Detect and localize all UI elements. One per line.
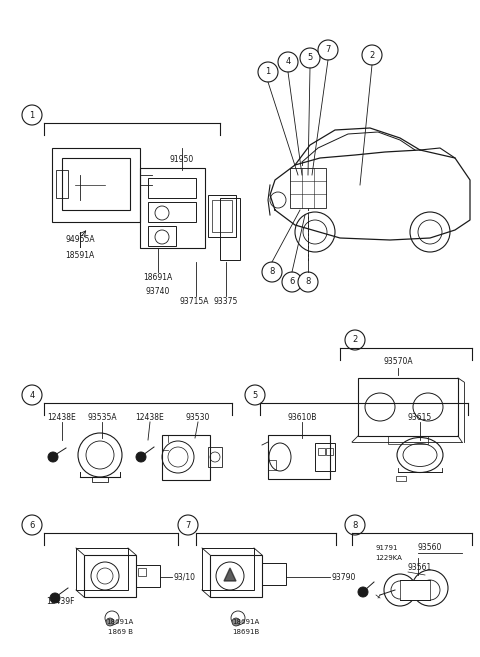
Text: 8: 8 — [352, 520, 358, 530]
Circle shape — [178, 515, 198, 535]
Text: 91791: 91791 — [375, 545, 397, 551]
Bar — [208, 195, 236, 237]
Circle shape — [262, 262, 282, 282]
Circle shape — [22, 385, 42, 405]
Text: 12438E: 12438E — [136, 413, 164, 422]
Bar — [268, 435, 330, 479]
Text: 18691A: 18691A — [144, 273, 173, 283]
Bar — [208, 447, 222, 467]
Bar — [138, 568, 146, 576]
Bar — [212, 200, 232, 232]
Circle shape — [22, 515, 42, 535]
Bar — [84, 555, 136, 597]
Bar — [268, 460, 276, 470]
Text: 8: 8 — [305, 277, 311, 286]
Text: 93561: 93561 — [408, 564, 432, 572]
Text: 4: 4 — [29, 390, 35, 399]
Circle shape — [22, 105, 42, 125]
Bar — [290, 168, 326, 208]
Text: 18691A: 18691A — [232, 619, 260, 625]
Text: 4: 4 — [286, 58, 290, 66]
Bar — [92, 477, 108, 482]
Text: 93/10: 93/10 — [174, 572, 196, 581]
Circle shape — [232, 618, 240, 626]
Text: 7: 7 — [185, 520, 191, 530]
Bar — [56, 170, 68, 198]
Text: 93570A: 93570A — [383, 357, 413, 367]
Text: 1229KA: 1229KA — [375, 555, 402, 561]
Text: 18691B: 18691B — [232, 629, 260, 635]
Circle shape — [278, 52, 298, 72]
Text: 6: 6 — [29, 520, 35, 530]
Bar — [148, 178, 196, 198]
Bar — [315, 443, 335, 471]
Bar — [136, 565, 160, 587]
Bar — [140, 168, 205, 248]
Bar — [210, 555, 262, 597]
Text: 5: 5 — [307, 53, 312, 62]
Bar — [388, 436, 428, 444]
Bar — [148, 226, 176, 246]
Circle shape — [106, 618, 114, 626]
Text: 93790: 93790 — [332, 572, 356, 581]
Text: 93560: 93560 — [418, 543, 443, 553]
Text: 18591A: 18591A — [65, 252, 95, 260]
Bar — [162, 435, 210, 480]
Text: 18691A: 18691A — [107, 619, 133, 625]
Polygon shape — [224, 568, 236, 581]
Bar — [220, 198, 240, 260]
Text: 93615: 93615 — [408, 413, 432, 422]
Circle shape — [258, 62, 278, 82]
Bar — [62, 158, 130, 210]
Circle shape — [300, 48, 320, 68]
Bar — [262, 563, 286, 585]
Bar — [202, 548, 254, 590]
Text: 91950: 91950 — [170, 156, 194, 164]
Circle shape — [282, 272, 302, 292]
Bar — [358, 378, 458, 436]
Text: 7: 7 — [325, 45, 331, 55]
Circle shape — [298, 272, 318, 292]
Text: 6: 6 — [289, 277, 295, 286]
Bar — [148, 202, 196, 222]
Bar — [52, 148, 140, 222]
Circle shape — [362, 45, 382, 65]
Circle shape — [345, 330, 365, 350]
Bar — [400, 580, 430, 600]
Circle shape — [50, 593, 60, 603]
Circle shape — [136, 452, 146, 462]
Text: 93610B: 93610B — [288, 413, 317, 422]
Text: 93740: 93740 — [146, 288, 170, 296]
Text: 93375: 93375 — [214, 298, 238, 307]
Text: 8: 8 — [269, 267, 275, 277]
Text: 2: 2 — [352, 336, 358, 344]
Circle shape — [245, 385, 265, 405]
Text: 2: 2 — [370, 51, 374, 60]
Text: 1: 1 — [265, 68, 271, 76]
Text: 93715A: 93715A — [179, 298, 209, 307]
Circle shape — [48, 452, 58, 462]
Bar — [396, 476, 406, 481]
Bar — [318, 448, 325, 455]
Bar — [76, 548, 128, 590]
Circle shape — [318, 40, 338, 60]
Text: 93535A: 93535A — [87, 413, 117, 422]
Text: 12439F: 12439F — [46, 597, 74, 606]
Text: 5: 5 — [252, 390, 258, 399]
Circle shape — [345, 515, 365, 535]
Text: 93530: 93530 — [186, 413, 210, 422]
Text: 12438E: 12438E — [48, 413, 76, 422]
Circle shape — [358, 587, 368, 597]
Bar — [326, 448, 333, 455]
Text: 1: 1 — [29, 110, 35, 120]
Text: 94955A: 94955A — [65, 235, 95, 244]
Text: 1869 B: 1869 B — [108, 629, 132, 635]
